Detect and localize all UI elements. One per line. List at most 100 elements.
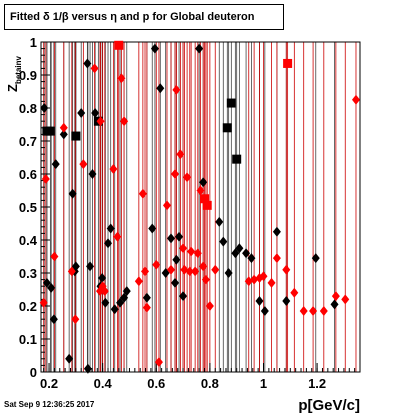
y-tick-label: 0.6 [19,167,37,182]
y-axis-title-main: Z [5,84,20,92]
red-diamond-point [134,276,143,287]
black-diamond-point [40,103,49,113]
y-tick-label: 0.7 [19,134,37,149]
red-square-point [283,58,293,68]
black-square-point [232,154,242,164]
red-diamond-point [113,231,122,242]
red-diamond-point [199,261,208,272]
x-tick-label: 0.6 [147,376,165,391]
y-tick-label: 0.2 [19,299,37,314]
red-diamond-point [341,294,350,305]
red-diamond-point [201,274,210,285]
black-diamond-point [106,223,115,234]
black-diamond-point [77,107,86,118]
black-diamond-point [235,243,244,254]
y-tick-label: 1 [30,35,37,50]
red-diamond-point [331,291,340,302]
red-diamond-point [167,264,176,275]
red-diamond-point [162,200,171,211]
black-diamond-point [199,177,208,188]
red-diamond-point [272,253,281,264]
timestamp: Sat Sep 9 12:36:25 2017 [4,400,95,409]
black-diamond-point [172,254,181,265]
black-square-point [226,98,236,108]
black-diamond-point [104,238,113,249]
black-diamond-point [65,353,74,364]
red-diamond-point [282,264,291,275]
red-diamond-point [185,266,194,277]
black-diamond-point [175,231,184,242]
red-diamond-point [50,251,59,262]
red-diamond-point [138,188,147,199]
red-diamond-point [290,287,299,298]
grid-lines [43,42,357,372]
red-diamond-point [267,277,276,288]
black-diamond-point [260,305,269,316]
red-diamond-point [79,159,88,170]
red-diamond-point [154,357,163,368]
red-diamond-point [152,259,161,270]
red-diamond-point [41,173,50,184]
black-diamond-point [86,261,95,272]
red-diamond-point [90,63,99,74]
red-diamond-point [309,305,318,316]
y-tick-label: 0.3 [19,266,37,281]
y-tick-label: 0.4 [19,233,38,248]
x-tick-label: 0.8 [201,376,219,391]
red-diamond-point [299,305,308,316]
red-diamond-point [100,286,109,297]
black-diamond-point [83,58,92,69]
red-diamond-point [179,243,188,254]
y-tick-label: 0 [30,365,37,380]
black-diamond-point [219,236,228,247]
black-diamond-point [83,363,92,374]
black-square-point [71,131,81,141]
red-diamond-point [67,266,76,277]
black-diamond-point [282,296,291,307]
red-diamond-point [117,73,126,84]
black-diamond-point [171,277,180,288]
x-tick-label: 0.4 [94,376,113,391]
black-diamond-point [142,292,151,303]
black-square-point [45,126,55,136]
black-diamond-point [110,304,119,315]
red-square-point [202,200,212,210]
black-diamond-point [101,297,110,308]
red-diamond-point [120,116,129,127]
red-diamond-point [196,185,205,196]
black-diamond-point [247,253,256,264]
red-diamond-point [180,264,189,275]
y-axis-title: Zbetainv [5,55,23,92]
black-square-point [222,123,232,133]
y-tick-label: 0.8 [19,101,37,116]
black-diamond-point [98,272,107,283]
red-diamond-point [96,116,105,127]
red-diamond-point [193,248,202,259]
black-diamond-point [161,268,170,278]
black-diamond-point [122,286,131,297]
black-diamond-point [47,282,56,293]
red-square-point [114,40,124,50]
black-diamond-point [330,299,339,310]
red-diamond-point [59,122,68,133]
red-diamond-point [259,271,268,282]
black-diamond-point [195,43,204,54]
y-tick-label: 0.1 [19,332,37,347]
black-diamond-point [42,277,51,288]
red-diamond-point [141,266,150,277]
black-diamond-point [91,107,100,118]
y-tick-label: 0.9 [19,68,37,83]
red-diamond-point [71,314,80,325]
black-diamond-point [49,314,58,325]
black-diamond-point [156,83,165,94]
y-axis-title-subscript: betainv [14,55,23,84]
black-diamond-point [215,216,224,227]
red-diamond-point [351,94,360,105]
red-diamond-point [171,169,180,179]
black-diamond-point [167,233,176,244]
data-points [39,40,360,374]
black-diamond-point [242,248,251,259]
red-diamond-point [250,274,259,285]
red-diamond-point [319,305,328,316]
